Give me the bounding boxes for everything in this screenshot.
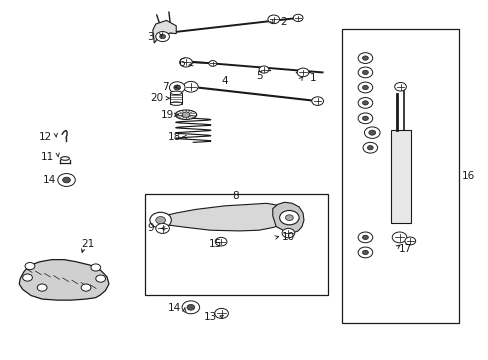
Circle shape xyxy=(156,217,165,224)
Text: 7: 7 xyxy=(162,82,168,92)
Circle shape xyxy=(357,247,372,258)
Text: 9: 9 xyxy=(147,224,154,233)
Text: 11: 11 xyxy=(41,152,54,162)
Circle shape xyxy=(366,145,372,150)
Circle shape xyxy=(214,309,228,319)
Circle shape xyxy=(394,82,406,91)
Circle shape xyxy=(58,174,75,186)
Bar xyxy=(390,130,410,223)
Text: 1: 1 xyxy=(309,73,315,83)
Circle shape xyxy=(368,130,375,135)
Circle shape xyxy=(362,101,367,105)
Polygon shape xyxy=(19,260,109,300)
Circle shape xyxy=(362,235,367,239)
Ellipse shape xyxy=(170,102,182,105)
Text: 12: 12 xyxy=(39,132,52,142)
Text: 5: 5 xyxy=(255,71,262,81)
Circle shape xyxy=(285,215,293,221)
Circle shape xyxy=(357,113,372,124)
Circle shape xyxy=(357,98,372,108)
Text: 15: 15 xyxy=(208,239,222,249)
Polygon shape xyxy=(153,21,176,43)
Circle shape xyxy=(357,53,372,63)
Circle shape xyxy=(208,60,216,66)
Circle shape xyxy=(279,211,299,225)
Circle shape xyxy=(37,284,47,291)
Text: 14: 14 xyxy=(43,175,56,185)
Circle shape xyxy=(91,264,101,271)
Circle shape xyxy=(96,275,105,282)
Text: 20: 20 xyxy=(150,93,163,103)
Circle shape xyxy=(362,250,367,255)
Circle shape xyxy=(364,127,379,138)
Bar xyxy=(341,30,458,323)
Circle shape xyxy=(267,15,279,24)
Circle shape xyxy=(159,35,165,39)
Circle shape xyxy=(179,58,192,67)
Circle shape xyxy=(81,284,91,291)
Circle shape xyxy=(150,212,171,228)
Circle shape xyxy=(182,112,189,117)
Circle shape xyxy=(357,67,372,78)
Bar xyxy=(170,93,182,104)
Text: 19: 19 xyxy=(161,110,174,120)
Polygon shape xyxy=(154,203,288,231)
Circle shape xyxy=(182,301,199,314)
Circle shape xyxy=(183,81,198,92)
Circle shape xyxy=(391,232,406,243)
Text: 13: 13 xyxy=(203,312,217,322)
Ellipse shape xyxy=(170,91,182,95)
Text: 18: 18 xyxy=(167,132,181,142)
Circle shape xyxy=(297,68,308,77)
Circle shape xyxy=(362,142,377,153)
Text: 21: 21 xyxy=(81,239,94,249)
Text: 17: 17 xyxy=(398,244,411,254)
Circle shape xyxy=(282,228,294,238)
Bar xyxy=(144,194,328,295)
Text: 3: 3 xyxy=(147,32,154,41)
Circle shape xyxy=(362,70,367,75)
Circle shape xyxy=(311,97,323,105)
Circle shape xyxy=(22,274,32,281)
Circle shape xyxy=(362,56,367,60)
Circle shape xyxy=(25,262,35,270)
Circle shape xyxy=(215,237,226,246)
Text: 4: 4 xyxy=(221,76,228,86)
Text: 16: 16 xyxy=(461,171,474,181)
Text: 14: 14 xyxy=(167,303,181,314)
Circle shape xyxy=(362,116,367,121)
Circle shape xyxy=(293,14,303,22)
Circle shape xyxy=(156,224,169,233)
Circle shape xyxy=(156,32,169,41)
Circle shape xyxy=(186,305,194,310)
Circle shape xyxy=(169,82,184,93)
Circle shape xyxy=(259,66,268,73)
Circle shape xyxy=(173,85,180,90)
Circle shape xyxy=(404,237,415,245)
Circle shape xyxy=(362,85,367,90)
Circle shape xyxy=(357,82,372,93)
Ellipse shape xyxy=(175,110,196,120)
Text: 8: 8 xyxy=(232,191,239,201)
Circle shape xyxy=(62,177,70,183)
Circle shape xyxy=(357,232,372,243)
Polygon shape xyxy=(272,202,304,233)
Text: 6: 6 xyxy=(178,58,184,68)
Text: 2: 2 xyxy=(280,17,286,27)
Text: 10: 10 xyxy=(281,232,294,242)
